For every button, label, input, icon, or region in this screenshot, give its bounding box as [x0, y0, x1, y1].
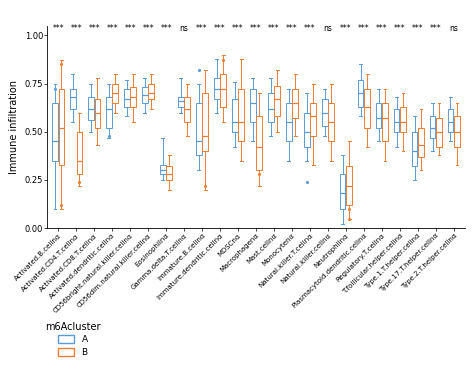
Point — [195, 67, 202, 73]
PathPatch shape — [454, 116, 460, 147]
Text: ***: *** — [430, 24, 442, 33]
Text: ***: *** — [304, 24, 316, 33]
Text: ***: *** — [358, 24, 370, 33]
PathPatch shape — [286, 103, 292, 141]
PathPatch shape — [124, 89, 130, 107]
PathPatch shape — [106, 97, 112, 128]
PathPatch shape — [202, 93, 208, 151]
PathPatch shape — [166, 166, 172, 180]
PathPatch shape — [304, 113, 310, 147]
Point — [219, 57, 227, 63]
PathPatch shape — [88, 97, 94, 120]
PathPatch shape — [160, 164, 166, 174]
Point — [303, 179, 310, 185]
Text: ***: *** — [286, 24, 298, 33]
Text: ***: *** — [70, 24, 82, 33]
Text: ***: *** — [52, 24, 64, 33]
PathPatch shape — [340, 174, 346, 209]
PathPatch shape — [429, 116, 436, 138]
PathPatch shape — [382, 103, 388, 141]
PathPatch shape — [447, 109, 453, 132]
PathPatch shape — [328, 103, 334, 141]
PathPatch shape — [196, 103, 201, 155]
Point — [51, 86, 59, 92]
Point — [105, 133, 113, 139]
PathPatch shape — [148, 84, 154, 99]
Text: ns: ns — [323, 24, 332, 33]
Text: ***: *** — [268, 24, 280, 33]
Point — [201, 183, 209, 189]
Text: ns: ns — [180, 24, 189, 33]
PathPatch shape — [411, 132, 418, 166]
Point — [58, 61, 65, 67]
PathPatch shape — [232, 99, 237, 132]
PathPatch shape — [394, 109, 400, 132]
Legend: A, B: A, B — [43, 319, 103, 360]
PathPatch shape — [130, 88, 136, 107]
PathPatch shape — [418, 128, 424, 157]
PathPatch shape — [52, 103, 58, 161]
Text: ***: *** — [340, 24, 352, 33]
PathPatch shape — [436, 118, 442, 147]
PathPatch shape — [358, 80, 364, 107]
Text: ***: *** — [214, 24, 226, 33]
Point — [345, 216, 353, 222]
Text: ***: *** — [232, 24, 244, 33]
Text: ***: *** — [106, 24, 118, 33]
PathPatch shape — [268, 93, 273, 122]
PathPatch shape — [400, 107, 406, 132]
Text: ***: *** — [124, 24, 136, 33]
PathPatch shape — [184, 97, 190, 122]
PathPatch shape — [364, 89, 370, 128]
PathPatch shape — [238, 89, 244, 141]
Text: ***: *** — [394, 24, 406, 33]
PathPatch shape — [178, 97, 184, 107]
PathPatch shape — [256, 116, 262, 170]
Text: ***: *** — [160, 24, 172, 33]
PathPatch shape — [310, 103, 316, 136]
PathPatch shape — [76, 132, 82, 174]
PathPatch shape — [250, 89, 255, 122]
Point — [255, 171, 263, 177]
PathPatch shape — [94, 99, 100, 128]
Text: ***: *** — [196, 24, 208, 33]
PathPatch shape — [214, 78, 219, 99]
Text: ***: *** — [142, 24, 154, 33]
PathPatch shape — [346, 166, 352, 205]
PathPatch shape — [70, 89, 76, 109]
PathPatch shape — [322, 99, 328, 126]
Text: ***: *** — [376, 24, 388, 33]
Point — [76, 179, 83, 185]
PathPatch shape — [112, 84, 118, 103]
Text: ns: ns — [449, 24, 458, 33]
PathPatch shape — [274, 85, 280, 116]
PathPatch shape — [59, 89, 64, 164]
Y-axis label: Immune infiltration: Immune infiltration — [9, 80, 19, 174]
Text: ***: *** — [412, 24, 424, 33]
PathPatch shape — [142, 88, 148, 103]
PathPatch shape — [220, 74, 226, 107]
Text: ***: *** — [250, 24, 262, 33]
Point — [345, 206, 353, 212]
PathPatch shape — [292, 89, 298, 118]
Point — [58, 202, 65, 208]
PathPatch shape — [376, 103, 382, 128]
Text: ***: *** — [88, 24, 100, 33]
